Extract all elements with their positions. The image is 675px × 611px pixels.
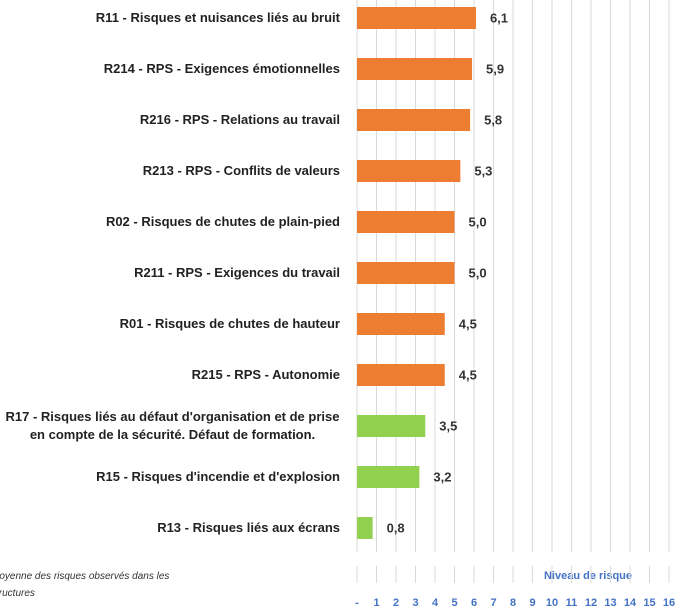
category-label-box: R11 - Risques et nuisances liés au bruit [0, 0, 340, 48]
value-label: 4,5 [459, 316, 477, 331]
value-label: 3,2 [433, 469, 451, 484]
x-tick-label: 12 [585, 597, 597, 609]
footnote: Moyenne des risques observés dans les st… [0, 571, 170, 599]
category-label: R02 - Risques de chutes de plain-pied [105, 214, 340, 229]
x-tick-label: 15 [643, 597, 655, 609]
x-tick-label: 8 [510, 597, 516, 609]
x-tick-label: 9 [529, 597, 535, 609]
value-label: 4,5 [459, 367, 477, 382]
x-tick-label: 2 [393, 597, 399, 609]
value-label: 5,3 [474, 163, 492, 178]
category-label-box: R02 - Risques de chutes de plain-pied [0, 192, 340, 252]
category-label: R215 - RPS - Autonomie [191, 367, 340, 382]
bar [357, 262, 455, 284]
category-label-box: R15 - Risques d'incendie et d'explosion [0, 447, 340, 507]
value-label: 0,8 [387, 520, 405, 535]
category-label: R15 - Risques d'incendie et d'explosion [96, 469, 340, 484]
bar [357, 109, 471, 131]
category-label-box: R214 - RPS - Exigences émotionnelles [0, 39, 340, 99]
category-label: R11 - Risques et nuisances liés au bruit [95, 10, 340, 25]
category-label: R216 - RPS - Relations au travail [139, 112, 340, 127]
x-axis-title: Niveau de risque [544, 570, 632, 582]
category-label-box: R213 - RPS - Conflits de valeurs [0, 141, 340, 201]
bar [357, 160, 461, 182]
category-label-box: R216 - RPS - Relations au travail [0, 90, 340, 150]
category-label: R211 - RPS - Exigences du travail [134, 265, 340, 280]
value-label: 5,8 [484, 112, 502, 127]
category-label-box: R13 - Risques liés aux écrans [0, 498, 340, 558]
bar [357, 415, 426, 437]
value-label: 3,5 [439, 418, 457, 433]
bar [357, 7, 476, 29]
x-tick-label: 4 [432, 597, 439, 609]
x-tick-label: 3 [412, 597, 418, 609]
bar [357, 211, 455, 233]
x-tick-label: 13 [604, 597, 616, 609]
x-tick-label: 14 [624, 597, 637, 609]
bar [357, 466, 420, 488]
x-tick-label: - [355, 597, 359, 609]
category-label: R213 - RPS - Conflits de valeurs [142, 163, 340, 178]
bar [357, 313, 445, 335]
x-tick-label: 16 [663, 597, 675, 609]
category-label-box: R211 - RPS - Exigences du travail [0, 243, 340, 303]
bar [357, 517, 373, 539]
x-tick-label: 10 [546, 597, 558, 609]
x-tick-label: 11 [566, 597, 578, 609]
x-tick-label: 6 [471, 597, 477, 609]
x-tick-label: 7 [490, 597, 496, 609]
category-label-box: R01 - Risques de chutes de hauteur [0, 294, 340, 354]
value-label: 5,0 [469, 214, 487, 229]
category-label-box: R17 - Risques liés au défaut d'organisat… [0, 396, 340, 456]
x-tick-label: 1 [373, 597, 379, 609]
category-label: R214 - RPS - Exigences émotionnelles [103, 61, 340, 76]
x-tick-label: 5 [451, 597, 457, 609]
value-label: 5,9 [486, 61, 504, 76]
bar [357, 364, 445, 386]
value-label: 5,0 [469, 265, 487, 280]
value-label: 6,1 [490, 10, 508, 25]
category-label: R01 - Risques de chutes de hauteur [119, 316, 340, 331]
category-label: R17 - Risques liés au défaut d'organisat… [5, 409, 340, 442]
category-label-box: R215 - RPS - Autonomie [0, 345, 340, 405]
bar [357, 58, 473, 80]
category-label: R13 - Risques liés aux écrans [157, 520, 340, 535]
